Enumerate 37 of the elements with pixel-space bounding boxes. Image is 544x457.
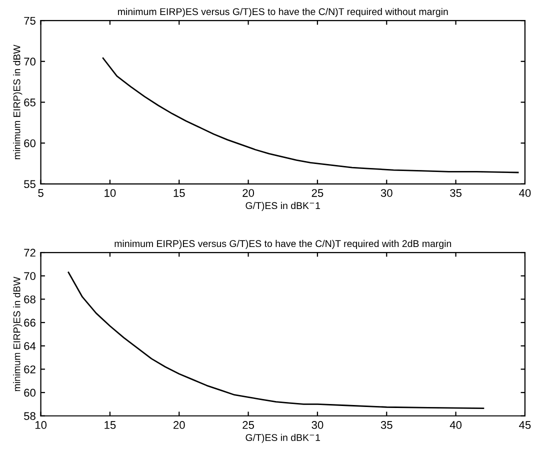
x-tick-label: 30 <box>312 421 324 429</box>
y-tick-label: 58 <box>24 412 36 420</box>
y-tick-label: 60 <box>24 139 36 148</box>
y-tick-label: 70 <box>24 58 36 66</box>
x-tick-label: 25 <box>312 189 324 197</box>
x-tick-label: 45 <box>519 421 531 429</box>
x-tick-label: 35 <box>380 421 392 429</box>
line-series <box>102 57 519 174</box>
y-tick-label: 62 <box>24 365 36 374</box>
x-tick-label: 20 <box>174 421 185 429</box>
x-tick-label: 20 <box>242 189 254 197</box>
x-axis-title: G/T)ES in dBK$^{−}$1 <box>246 202 320 211</box>
x-tick-label: 10 <box>104 189 116 197</box>
x-tick-label: 5 <box>38 189 44 197</box>
y-tick-label: 64 <box>24 342 36 350</box>
y-tick-label: 70 <box>24 272 36 280</box>
x-axis-title: G/T)ES in dBK$^{−}$1 <box>246 434 320 443</box>
y-tick-label: 65 <box>24 98 36 106</box>
y-axis-title: minimum EIRP)ES in dBW <box>13 44 22 160</box>
x-tick-label: 30 <box>380 189 392 197</box>
y-tick-label: 75 <box>24 16 36 25</box>
y-tick-label: 72 <box>24 248 36 257</box>
chart-title: minimum EIRP)ES versus G/T)ES to have the C/N)T required with 2dB margin <box>114 240 452 249</box>
y-tick-label: 68 <box>24 295 36 304</box>
x-tick-label: 35 <box>450 189 462 197</box>
y-tick-label: 60 <box>24 388 36 397</box>
x-tick-label: 40 <box>450 421 462 429</box>
y-axis-title: minimum EIRP)ES in dBW <box>13 276 22 392</box>
x-tick-label: 40 <box>519 189 531 197</box>
x-tick-label: 15 <box>174 189 185 197</box>
y-tick-label: 55 <box>24 180 36 188</box>
y-tick-label: 66 <box>24 318 36 327</box>
chart-title: minimum EIRP)ES versus G/T)ES to have the C/N)T required without margin <box>118 8 448 18</box>
x-tick-label: 15 <box>104 421 116 429</box>
line-series <box>68 272 484 409</box>
x-tick-label: 25 <box>242 421 254 429</box>
x-tick-label: 10 <box>35 421 47 429</box>
